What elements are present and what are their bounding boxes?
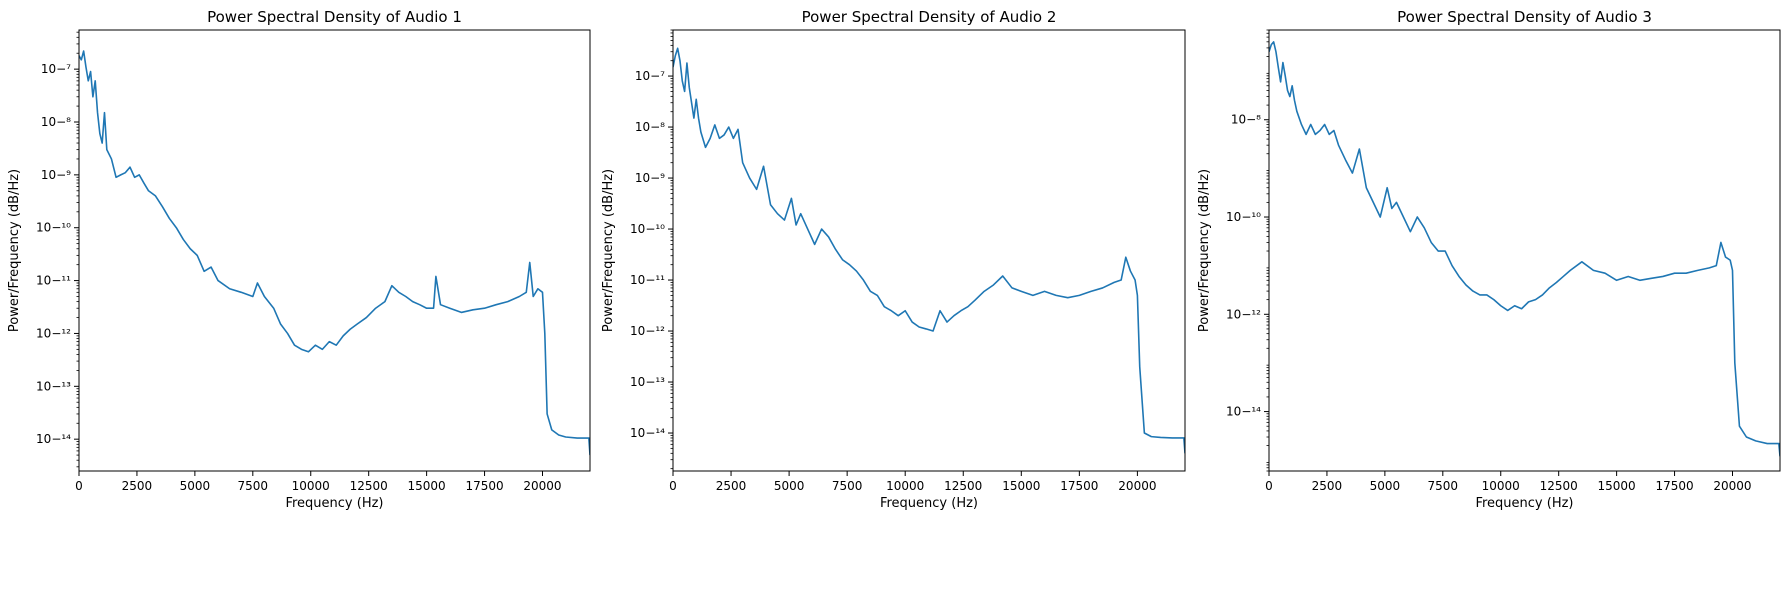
y-axis-label: Power/Frequency (dB/Hz) (7, 169, 22, 332)
y-tick-label: 10−¹² (630, 324, 665, 338)
x-axis-label: Frequency (Hz) (880, 496, 978, 511)
x-axis-label: Frequency (Hz) (1475, 496, 1573, 511)
x-tick-label: 0 (75, 479, 83, 493)
y-tick-label: 10−¹¹ (36, 274, 71, 288)
x-tick-label: 15000 (1598, 479, 1636, 493)
x-tick-label: 0 (1265, 479, 1273, 493)
psd-series-line (79, 50, 590, 456)
y-tick-label: 10−¹² (1226, 307, 1261, 321)
y-tick-label: 10−⁹ (635, 171, 665, 185)
x-tick-label: 15000 (408, 479, 446, 493)
y-tick-label: 10−¹³ (630, 375, 665, 389)
y-tick-label: 10−¹² (36, 326, 71, 340)
x-tick-label: 2500 (716, 479, 747, 493)
plot-area-frame (78, 29, 591, 472)
x-tick-label: 10000 (886, 479, 924, 493)
psd-series-line (1269, 41, 1780, 457)
y-tick-label: 10−¹⁰ (1226, 210, 1261, 224)
x-tick-label: 5000 (1370, 479, 1401, 493)
x-tick-label: 12500 (1540, 479, 1578, 493)
x-tick-label: 10000 (292, 479, 330, 493)
chart-title: Power Spectral Density of Audio 2 (802, 8, 1057, 26)
psd-series-line (673, 47, 1185, 454)
y-tick-label: 10−¹⁰ (36, 221, 71, 235)
y-axis-label: Power/Frequency (dB/Hz) (601, 169, 616, 332)
x-tick-label: 5000 (180, 479, 211, 493)
y-tick-label: 10−⁸ (41, 115, 71, 129)
chart-title: Power Spectral Density of Audio 1 (207, 8, 462, 26)
x-tick-label: 17500 (1060, 479, 1098, 493)
x-axis-label: Frequency (Hz) (285, 496, 383, 511)
y-tick-label: 10−⁹ (41, 168, 71, 182)
y-tick-label: 10−¹⁴ (630, 426, 665, 440)
psd-panel-audio-3: Power Spectral Density of Audio 3 0 2500 50… (1197, 8, 1781, 511)
y-tick-label: 10−¹⁴ (36, 432, 71, 446)
y-tick-label: 10−¹⁴ (1226, 405, 1261, 419)
plot-area-frame (672, 29, 1186, 472)
x-tick-label: 0 (669, 479, 677, 493)
x-tick-label: 10000 (1482, 479, 1520, 493)
x-tick-label: 17500 (465, 479, 503, 493)
y-tick-label: 10−⁸ (1231, 113, 1261, 127)
x-tick-label: 5000 (774, 479, 805, 493)
y-tick-label: 10−⁷ (41, 62, 71, 76)
x-tick-label: 20000 (1118, 479, 1156, 493)
x-tick-label: 20000 (523, 479, 561, 493)
psd-panel-audio-2: Power Spectral Density of Audio 2 0 2500 50… (601, 8, 1186, 511)
x-tick-label: 20000 (1713, 479, 1751, 493)
x-tick-label: 2500 (1312, 479, 1343, 493)
x-tick-label: 2500 (122, 479, 153, 493)
y-tick-label: 10−⁷ (635, 69, 665, 83)
x-tick-label: 7500 (1428, 479, 1459, 493)
y-tick-label: 10−⁸ (635, 120, 665, 134)
y-tick-label: 10−¹³ (36, 379, 71, 393)
psd-panel-audio-1: Power Spectral Density of Audio 1 0 2500 50… (7, 8, 591, 511)
plot-area-frame (1268, 29, 1781, 472)
y-axis-label: Power/Frequency (dB/Hz) (1197, 169, 1212, 332)
y-tick-label: 10−¹¹ (630, 273, 665, 287)
x-tick-label: 17500 (1655, 479, 1693, 493)
y-tick-label: 10−¹⁰ (630, 222, 665, 236)
x-tick-label: 12500 (350, 479, 388, 493)
x-tick-label: 7500 (832, 479, 863, 493)
chart-title: Power Spectral Density of Audio 3 (1397, 8, 1652, 26)
x-tick-label: 7500 (238, 479, 269, 493)
x-tick-label: 15000 (1002, 479, 1040, 493)
x-tick-label: 12500 (944, 479, 982, 493)
